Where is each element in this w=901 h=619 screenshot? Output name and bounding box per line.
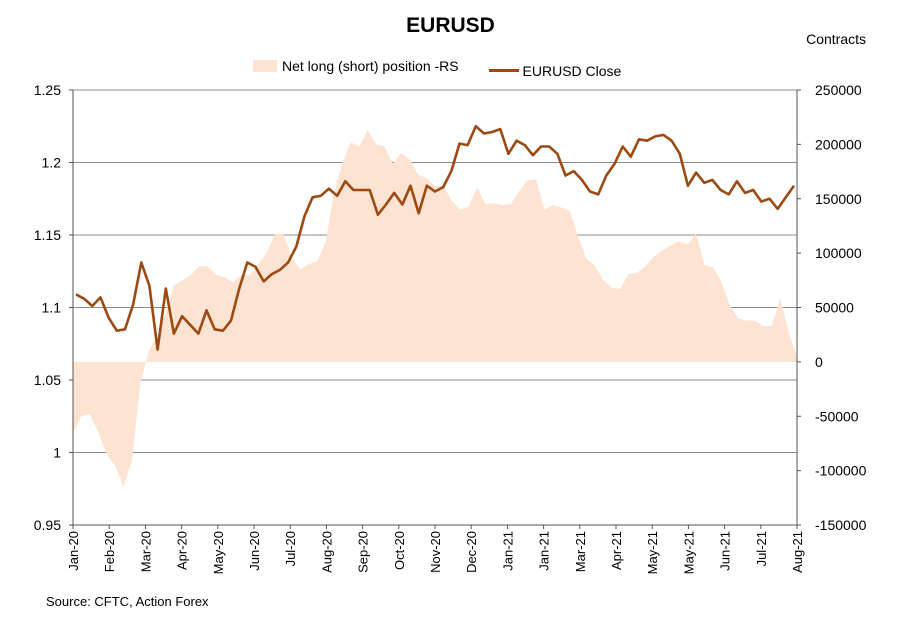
x-axis-tick-label: Aug-21	[790, 531, 805, 573]
x-axis-tick-label: Jul-21	[754, 531, 769, 566]
legend-label-net-position: Net long (short) position -RS	[282, 58, 459, 74]
legend-item-net-position: Net long (short) position -RS	[253, 58, 459, 74]
source-note: Source: CFTC, Action Forex	[46, 594, 209, 609]
right-axis-tick-label: -150000	[815, 517, 867, 533]
right-axis-units: Contracts	[806, 31, 866, 47]
right-axis-tick-label: 50000	[815, 300, 854, 316]
x-axis-tick-label: Apr-21	[609, 531, 624, 570]
x-axis-tick-label: Jan-21	[537, 531, 552, 571]
right-axis-tick-label: 150000	[815, 191, 862, 207]
x-axis-tick-label: Mar-20	[138, 531, 153, 572]
x-axis-tick-label: Jan-21	[500, 531, 515, 571]
legend-swatch-area	[253, 60, 277, 72]
legend-swatch-line	[488, 69, 519, 72]
x-axis-tick-label: Aug-20	[319, 531, 334, 573]
x-axis-tick-label: Oct-20	[392, 531, 407, 570]
legend-item-eurusd-close: EURUSD Close	[488, 62, 622, 79]
left-axis-tick-label: 0.95	[34, 517, 61, 533]
right-axis-tick-label: 0	[815, 354, 823, 370]
x-axis-tick-label: Feb-20	[102, 531, 117, 572]
x-axis-tick-label: Nov-20	[428, 531, 443, 573]
x-axis-tick-label: Mar-21	[573, 531, 588, 572]
right-axis-tick-label: 100000	[815, 245, 862, 261]
x-axis-tick-label: Apr-20	[175, 531, 190, 570]
right-axis-tick-label: -50000	[815, 408, 859, 424]
x-axis-tick-label: Jan-20	[66, 531, 81, 571]
right-axis-tick-label: -100000	[815, 463, 867, 479]
net-position-area	[73, 130, 797, 487]
legend: Net long (short) position -RS EURUSD Clo…	[253, 58, 647, 79]
right-axis-tick-label: 250000	[815, 82, 862, 98]
chart-title: EURUSD	[406, 14, 495, 37]
legend-label-eurusd-close: EURUSD Close	[522, 62, 622, 79]
right-axis-tick-label: 200000	[815, 136, 862, 152]
x-axis-tick-label: Dec-20	[464, 531, 479, 573]
left-axis-tick-label: 1	[53, 445, 61, 461]
x-axis-tick-label: Jun-21	[718, 531, 733, 571]
x-axis-tick-label: May-21	[645, 531, 660, 574]
x-axis-tick-label: May-20	[211, 531, 226, 574]
left-axis-tick-label: 1.25	[34, 82, 61, 98]
left-axis-tick-label: 1.15	[34, 227, 61, 243]
left-axis-tick-label: 1.05	[34, 372, 61, 388]
x-axis-tick-label: Jul-20	[283, 531, 298, 566]
x-axis-tick-label: Jun-20	[247, 531, 262, 571]
x-axis-tick-label: May-21	[681, 531, 696, 574]
left-axis-tick-label: 1.2	[42, 155, 62, 171]
left-axis-tick-label: 1.1	[42, 300, 62, 316]
eurusd-close-line	[75, 124, 796, 351]
x-axis-tick-label: Sep-20	[356, 531, 371, 573]
